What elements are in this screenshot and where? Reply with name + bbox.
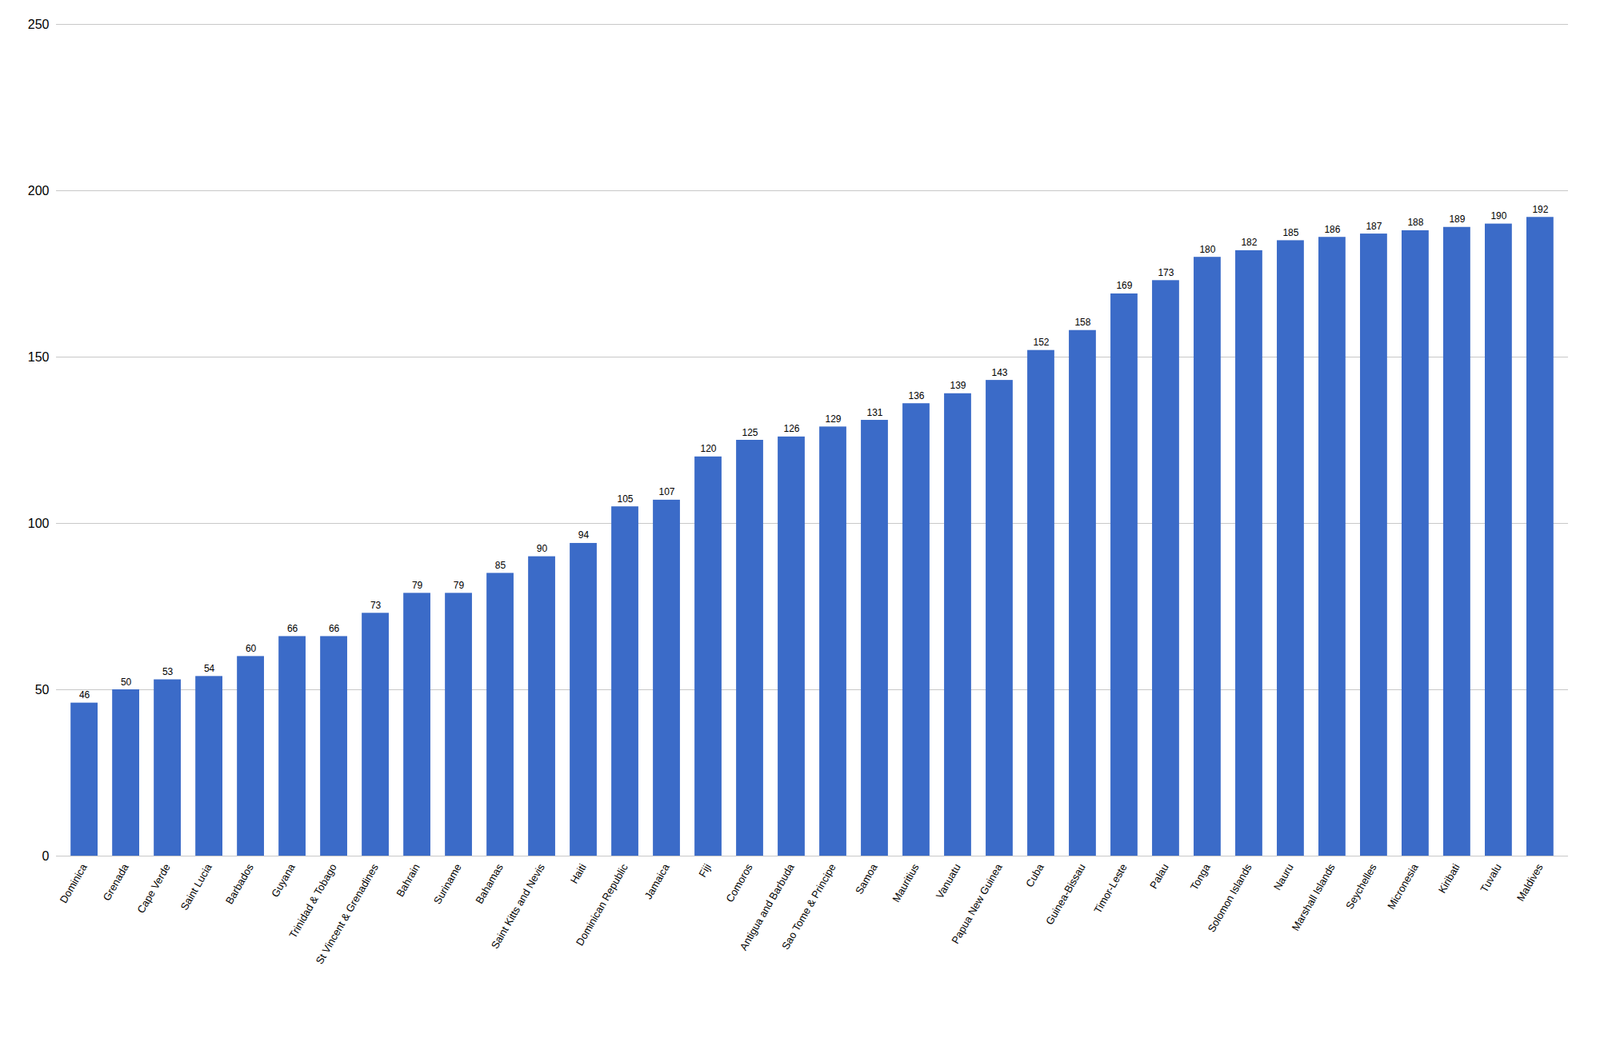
svg-text:Saint Kitts and Nevis: Saint Kitts and Nevis <box>488 861 548 952</box>
svg-text:188: 188 <box>1407 216 1424 228</box>
svg-text:Micronesia: Micronesia <box>1384 861 1421 912</box>
svg-text:Saint Lucia: Saint Lucia <box>178 861 216 913</box>
svg-text:66: 66 <box>287 623 299 635</box>
svg-text:158: 158 <box>1074 316 1091 328</box>
svg-text:Dominica: Dominica <box>57 861 90 906</box>
svg-text:143: 143 <box>991 367 1008 379</box>
svg-text:186: 186 <box>1324 224 1340 236</box>
svg-text:Tonga: Tonga <box>1188 861 1213 893</box>
svg-text:250: 250 <box>28 17 50 32</box>
svg-text:Papua New Guinea: Papua New Guinea <box>948 861 1005 947</box>
svg-text:187: 187 <box>1365 220 1382 232</box>
svg-text:50: 50 <box>35 683 50 697</box>
svg-text:Guyana: Guyana <box>268 861 298 900</box>
svg-text:173: 173 <box>1157 267 1174 279</box>
svg-text:185: 185 <box>1282 227 1299 239</box>
svg-text:Seychelles: Seychelles <box>1343 861 1380 912</box>
svg-text:94: 94 <box>578 529 590 541</box>
svg-text:85: 85 <box>495 560 507 572</box>
svg-text:Guinea-Bissau: Guinea-Bissau <box>1043 862 1088 928</box>
svg-text:Suriname: Suriname <box>431 862 464 908</box>
svg-text:Maldives: Maldives <box>1514 861 1546 904</box>
svg-text:Antigua and Barbuda: Antigua and Barbuda <box>737 862 797 953</box>
svg-text:Grenada: Grenada <box>100 861 132 904</box>
svg-text:79: 79 <box>453 580 465 592</box>
svg-text:Bahrain: Bahrain <box>393 862 422 900</box>
svg-text:120: 120 <box>700 443 716 455</box>
svg-text:Jamaica: Jamaica <box>642 861 673 902</box>
svg-text:180: 180 <box>1199 244 1216 256</box>
svg-text:Haiti: Haiti <box>568 861 589 886</box>
svg-text:90: 90 <box>536 543 548 555</box>
svg-text:Sao Tome & Principe: Sao Tome & Principe <box>779 862 839 952</box>
svg-text:190: 190 <box>1490 210 1507 222</box>
svg-text:73: 73 <box>370 600 382 612</box>
svg-text:192: 192 <box>1532 204 1548 216</box>
svg-text:Cuba: Cuba <box>1023 861 1047 890</box>
svg-text:105: 105 <box>617 493 634 505</box>
svg-text:189: 189 <box>1448 213 1465 225</box>
svg-text:Mauritius: Mauritius <box>889 861 922 905</box>
svg-text:0: 0 <box>42 849 50 864</box>
svg-text:107: 107 <box>659 486 676 498</box>
svg-text:125: 125 <box>741 427 758 439</box>
svg-text:200: 200 <box>28 184 50 198</box>
svg-text:Dominican Republic: Dominican Republic <box>573 861 631 948</box>
svg-text:60: 60 <box>245 643 257 655</box>
svg-text:66: 66 <box>328 623 340 635</box>
svg-text:129: 129 <box>824 413 841 425</box>
svg-text:Tuvalu: Tuvalu <box>1477 862 1504 896</box>
svg-text:169: 169 <box>1116 280 1132 292</box>
svg-text:Bahamas: Bahamas <box>472 861 506 906</box>
svg-text:St Vincent & Grenadines: St Vincent & Grenadines <box>313 861 381 967</box>
svg-text:Samoa: Samoa <box>852 861 880 897</box>
svg-text:Trinidad & Tobago: Trinidad & Tobago <box>286 862 340 941</box>
svg-text:50: 50 <box>120 676 132 688</box>
svg-text:46: 46 <box>79 689 91 701</box>
svg-text:79: 79 <box>412 580 424 592</box>
svg-text:Timor-Leste: Timor-Leste <box>1091 862 1129 916</box>
svg-text:54: 54 <box>204 663 216 675</box>
svg-text:Comoros: Comoros <box>723 861 756 905</box>
svg-text:182: 182 <box>1240 236 1257 248</box>
svg-text:Solomon Islands: Solomon Islands <box>1205 861 1255 935</box>
svg-text:152: 152 <box>1032 336 1049 348</box>
svg-text:100: 100 <box>28 516 50 531</box>
svg-text:Kiribati: Kiribati <box>1436 861 1463 896</box>
svg-text:126: 126 <box>783 423 800 435</box>
svg-text:139: 139 <box>949 380 966 392</box>
svg-text:Nauru: Nauru <box>1271 862 1296 893</box>
svg-text:Vanuatu: Vanuatu <box>933 862 964 902</box>
svg-text:150: 150 <box>28 350 50 364</box>
svg-text:136: 136 <box>908 390 924 402</box>
svg-text:Palau: Palau <box>1147 862 1172 892</box>
svg-text:Fiji: Fiji <box>696 861 713 880</box>
svg-text:131: 131 <box>866 407 883 419</box>
svg-text:53: 53 <box>162 666 174 678</box>
svg-text:Barbados: Barbados <box>223 861 256 907</box>
svg-text:Cape Verde: Cape Verde <box>134 862 172 916</box>
svg-text:Marshall Islands: Marshall Islands <box>1289 861 1338 933</box>
